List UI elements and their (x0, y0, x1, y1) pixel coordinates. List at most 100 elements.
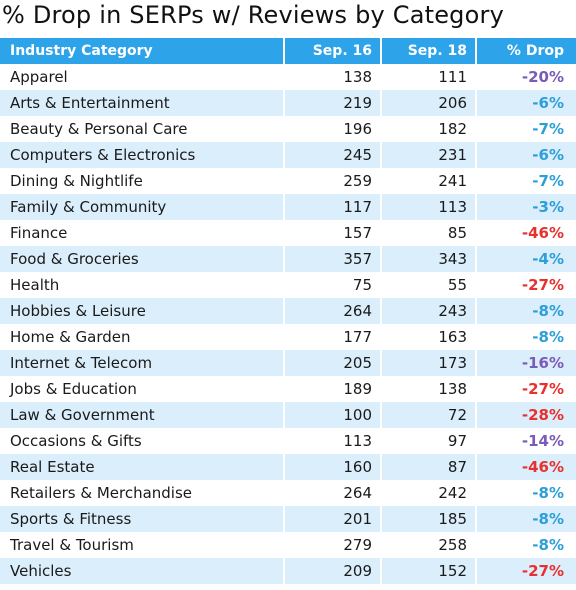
sep16-cell: 201 (283, 506, 381, 532)
category-cell: Jobs & Education (10, 380, 137, 398)
table-row: Real Estate 160 87 -46% (0, 454, 576, 480)
table-row: Law & Government 100 72 -28% (0, 402, 576, 428)
sep16-cell: 160 (283, 454, 381, 480)
sep16-cell: 357 (283, 246, 381, 272)
sep18-cell: 85 (380, 220, 476, 246)
drop-cell: -20% (475, 64, 576, 90)
drop-cell: -4% (475, 246, 576, 272)
sep18-cell: 55 (380, 272, 476, 298)
sep16-cell: 264 (283, 480, 381, 506)
table-row: Arts & Entertainment 219 206 -6% (0, 90, 576, 116)
sep18-cell: 152 (380, 558, 476, 584)
drop-cell: -27% (475, 376, 576, 402)
category-cell: Internet & Telecom (0, 350, 284, 376)
sep18-cell: 113 (380, 194, 476, 220)
sep16-cell: 113 (283, 428, 381, 454)
sep16-cell: 117 (283, 194, 381, 220)
header-row: Industry Category Sep. 16 Sep. 18 % Drop (0, 38, 576, 64)
drop-cell: -27% (475, 272, 576, 298)
table-row: Travel & Tourism 279 258 -8% (0, 532, 576, 558)
category-cell: Health (10, 276, 60, 294)
sep18-cell: 87 (380, 454, 476, 480)
column-header-sep16: Sep. 16 (283, 38, 381, 64)
drop-cell: -8% (475, 324, 576, 350)
sep18-cell: 343 (380, 246, 476, 272)
table-row: Food & Groceries 357 343 -4% (0, 246, 576, 272)
category-cell: Law & Government (0, 402, 284, 428)
category-cell: Apparel (10, 68, 68, 86)
table-row: Jobs & Education 189 138 -27% (0, 376, 576, 402)
table-row: Sports & Fitness 201 185 -8% (0, 506, 576, 532)
table-row: Vehicles 209 152 -27% (0, 558, 576, 584)
table-row: Apparel 138 111 -20% (0, 64, 576, 90)
table-row: Family & Community 117 113 -3% (0, 194, 576, 220)
category-cell: Family & Community (0, 194, 284, 220)
drop-cell: -7% (475, 116, 576, 142)
table-row: Dining & Nightlife 259 241 -7% (0, 168, 576, 194)
sep16-cell: 189 (283, 376, 381, 402)
sep16-cell: 279 (283, 532, 381, 558)
sep16-cell: 157 (283, 220, 381, 246)
category-cell: Hobbies & Leisure (0, 298, 284, 324)
sep18-cell: 173 (380, 350, 476, 376)
table-row: Hobbies & Leisure 264 243 -8% (0, 298, 576, 324)
category-cell: Real Estate (0, 454, 284, 480)
sep18-cell: 258 (380, 532, 476, 558)
sep16-cell: 138 (283, 64, 381, 90)
sep16-cell: 100 (283, 402, 381, 428)
sep18-cell: 97 (380, 428, 476, 454)
column-header-sep18: Sep. 18 (380, 38, 476, 64)
drop-cell: -3% (475, 194, 576, 220)
sep16-cell: 264 (283, 298, 381, 324)
drop-cell: -6% (475, 142, 576, 168)
sep18-cell: 111 (380, 64, 476, 90)
table-row: Retailers & Merchandise 264 242 -8% (0, 480, 576, 506)
drop-cell: -8% (475, 480, 576, 506)
chart-title: % Drop in SERPs w/ Reviews by Category (2, 1, 504, 29)
sep18-cell: 206 (380, 90, 476, 116)
table-row: Finance 157 85 -46% (0, 220, 576, 246)
sep16-cell: 196 (283, 116, 381, 142)
sep16-cell: 219 (283, 90, 381, 116)
category-cell: Sports & Fitness (0, 506, 284, 532)
sep18-cell: 241 (380, 168, 476, 194)
sep18-cell: 185 (380, 506, 476, 532)
category-cell: Food & Groceries (0, 246, 284, 272)
category-cell: Dining & Nightlife (10, 172, 143, 190)
category-cell: Retailers & Merchandise (10, 484, 193, 502)
category-cell: Arts & Entertainment (0, 90, 284, 116)
sep18-cell: 242 (380, 480, 476, 506)
sep16-cell: 75 (283, 272, 381, 298)
category-table: Industry Category Sep. 16 Sep. 18 % Drop… (0, 38, 576, 584)
category-cell: Vehicles (0, 558, 284, 584)
sep16-cell: 177 (283, 324, 381, 350)
table-row: Computers & Electronics 245 231 -6% (0, 142, 576, 168)
sep16-cell: 209 (283, 558, 381, 584)
table-body: Apparel 138 111 -20% Arts & Entertainment 219… (0, 64, 576, 584)
category-cell: Beauty & Personal Care (10, 120, 188, 138)
drop-cell: -27% (475, 558, 576, 584)
category-cell: Computers & Electronics (0, 142, 284, 168)
sep18-cell: 72 (380, 402, 476, 428)
sep18-cell: 243 (380, 298, 476, 324)
sep16-cell: 205 (283, 350, 381, 376)
table-row: Health 75 55 -27% (0, 272, 576, 298)
table-row: Beauty & Personal Care 196 182 -7% (0, 116, 576, 142)
sep18-cell: 163 (380, 324, 476, 350)
sep18-cell: 231 (380, 142, 476, 168)
table-row: Occasions & Gifts 113 97 -14% (0, 428, 576, 454)
drop-cell: -6% (475, 90, 576, 116)
column-header-category: Industry Category (0, 38, 284, 64)
drop-cell: -14% (475, 428, 576, 454)
category-cell: Travel & Tourism (10, 536, 134, 554)
table-row: Internet & Telecom 205 173 -16% (0, 350, 576, 376)
sep18-cell: 138 (380, 376, 476, 402)
drop-cell: -8% (475, 298, 576, 324)
sep18-cell: 182 (380, 116, 476, 142)
category-cell: Finance (10, 224, 68, 242)
drop-cell: -46% (475, 220, 576, 246)
drop-cell: -8% (475, 532, 576, 558)
category-cell: Occasions & Gifts (10, 432, 142, 450)
drop-cell: -8% (475, 506, 576, 532)
drop-cell: -46% (475, 454, 576, 480)
